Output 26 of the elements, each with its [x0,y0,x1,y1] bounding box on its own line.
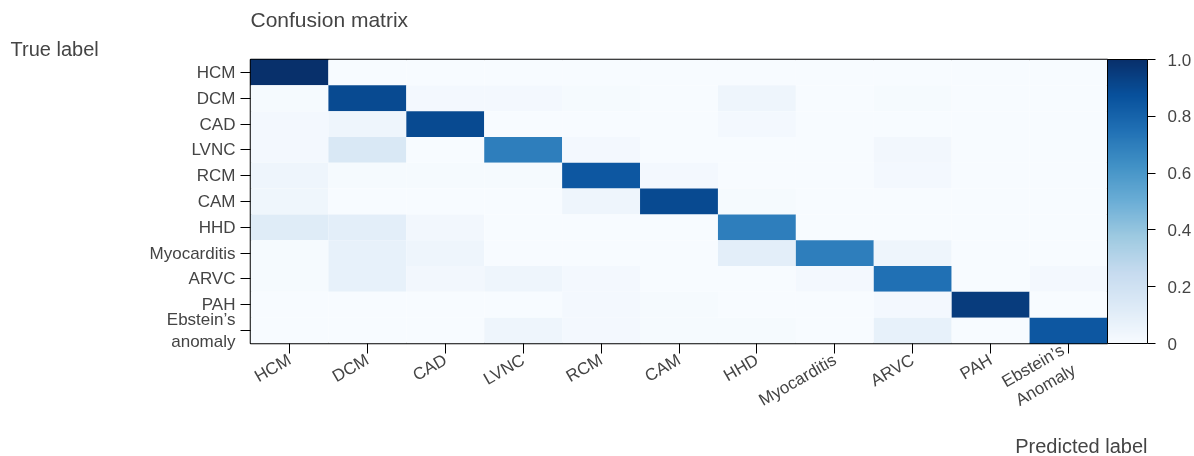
y-tick-label: Myocarditis [149,243,236,263]
x-tick-label: PAH [956,350,996,384]
x-tick-label: CAD [409,350,451,385]
chart-title: Confusion matrix [250,7,409,31]
x-axis-title: Predicted label [1015,434,1148,456]
color-bar-label: 0.6 [1167,164,1192,184]
color-bar-label: 0.4 [1167,220,1192,240]
x-tick-label: RCM [562,350,606,387]
y-tick-label: HHD [198,217,236,237]
y-axis-title: True label [10,37,99,60]
y-tick-label: RCM [196,166,236,186]
color-bar-label: 1.0 [1167,50,1192,70]
y-tick-label: LVNC [191,140,236,160]
y-tick-label: Ebstein’s anomaly [166,309,236,352]
x-tick-label: DCM [329,350,373,387]
color-bar-label: 0 [1167,334,1177,354]
y-tick-label: CAD [199,114,236,134]
x-tick-label: CAM [641,350,684,386]
y-tick-label: HCM [196,62,236,82]
color-bar-label: 0.8 [1167,107,1192,127]
x-tick-label: HCM [251,350,295,387]
color-bar-label: 0.2 [1167,277,1192,297]
x-tick-label: HHD [720,350,762,386]
y-tick-label: CAM [197,192,236,211]
y-tick-label: DCM [196,88,236,108]
y-tick-label: ARVC [188,269,236,289]
